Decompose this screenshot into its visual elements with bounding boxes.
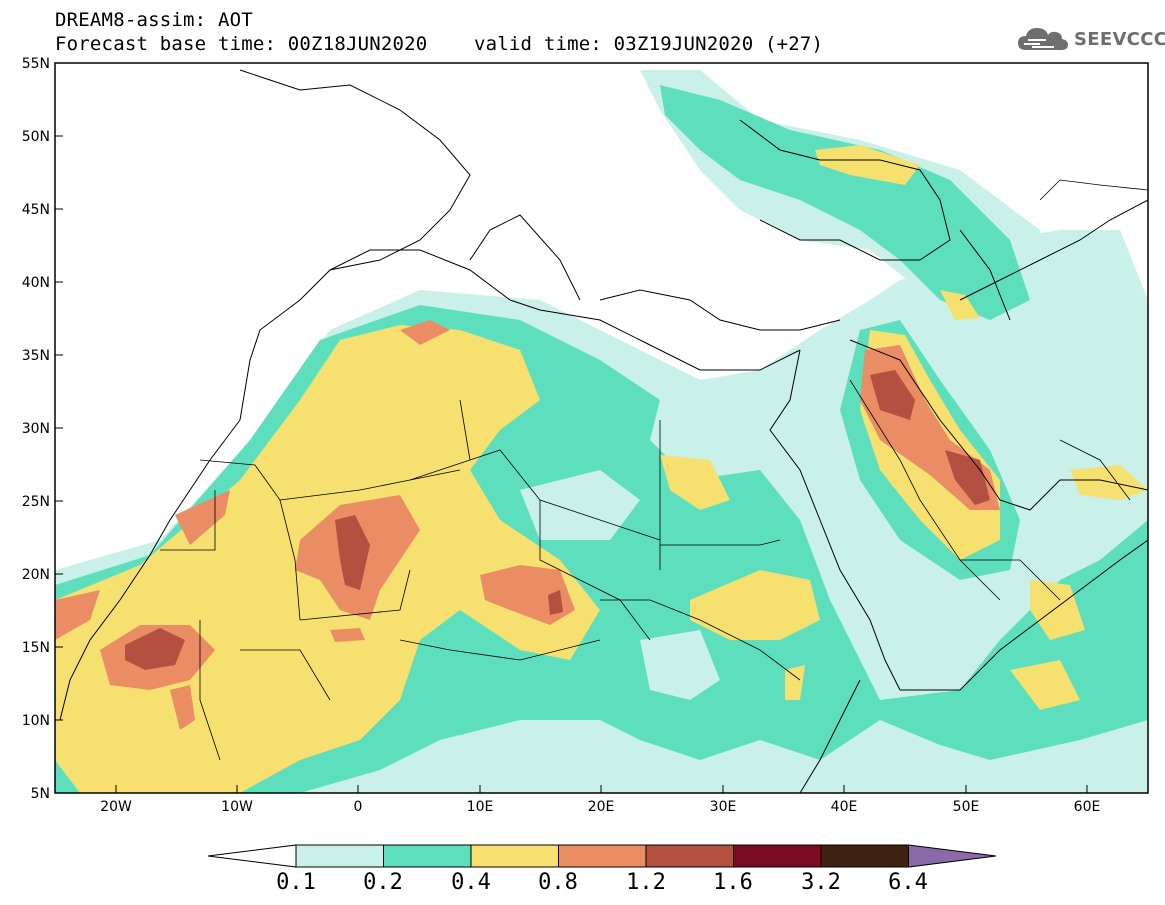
country-borders <box>160 179 1148 761</box>
lat-tick-label: 40N <box>22 275 50 291</box>
lat-tick-label: 5N <box>31 786 50 802</box>
lat-tick-label: 25N <box>22 494 50 510</box>
colorbar-swatch <box>558 844 647 868</box>
colorbar-swatch <box>645 844 734 868</box>
colorbar-swatch <box>383 844 472 868</box>
lat-tick-label: 45N <box>22 202 50 218</box>
forecast-time-info: Forecast base time: 00Z18JUN2020 valid t… <box>55 33 824 55</box>
colorbar-level-label: 1.2 <box>626 870 666 895</box>
lon-tick-label: 40E <box>831 799 858 815</box>
lon-tick-label: 50E <box>953 799 980 815</box>
colorbar-swatch <box>295 844 384 868</box>
colorbar-swatch <box>820 844 909 868</box>
colorbar-level-label: 0.2 <box>363 870 403 895</box>
lon-tick-label: 10E <box>467 799 494 815</box>
lon-tick-label: 20E <box>588 799 615 815</box>
lat-tick-label: 30N <box>22 421 50 437</box>
colorbar <box>207 844 997 868</box>
longitude-ticks <box>115 785 1088 793</box>
colorbar-swatch <box>733 844 822 868</box>
logo-text: SEEVCCC <box>1074 28 1165 50</box>
colorbar-level-label: 1.6 <box>713 870 753 895</box>
seevccc-logo: SEEVCCC <box>1016 24 1165 54</box>
lat-tick-label: 20N <box>22 567 50 583</box>
latitude-axis: 5N 10N 15N 20N 25N 30N 35N 40N 45N 50N 5… <box>22 56 50 802</box>
longitude-axis: 20W 10W 0 10E 20E 30E 40E 50E 60E <box>100 799 1100 815</box>
lon-tick-label: 0 <box>354 799 363 815</box>
colorbar-level-label: 3.2 <box>801 870 841 895</box>
colorbar-arrow-low <box>207 844 297 868</box>
lon-tick-label: 20W <box>100 799 132 815</box>
colorbar-level-label: 6.4 <box>888 870 928 895</box>
colorbar-level-label: 0.8 <box>538 870 578 895</box>
colorbar-arrow-high <box>908 844 997 868</box>
lat-tick-label: 10N <box>22 713 50 729</box>
cloud-icon <box>1018 28 1068 50</box>
colorbar-level-label: 0.1 <box>276 870 316 895</box>
lon-tick-label: 60E <box>1074 799 1101 815</box>
map-title: DREAM8-assim: AOT <box>55 9 253 31</box>
lon-tick-label: 10W <box>221 799 253 815</box>
lat-tick-label: 35N <box>22 348 50 364</box>
lat-tick-label: 50N <box>22 129 50 145</box>
aot-level-0.1-patches <box>520 380 1080 700</box>
lat-tick-label: 15N <box>22 640 50 656</box>
aot-level-1.2 <box>125 370 990 670</box>
coastlines <box>59 69 1148 793</box>
aot-fields <box>55 70 1148 793</box>
lat-tick-label: 55N <box>22 56 50 72</box>
colorbar-swatch <box>470 844 559 868</box>
latitude-ticks <box>55 135 63 721</box>
colorbar-level-label: 0.4 <box>451 870 491 895</box>
lon-tick-label: 30E <box>710 799 737 815</box>
